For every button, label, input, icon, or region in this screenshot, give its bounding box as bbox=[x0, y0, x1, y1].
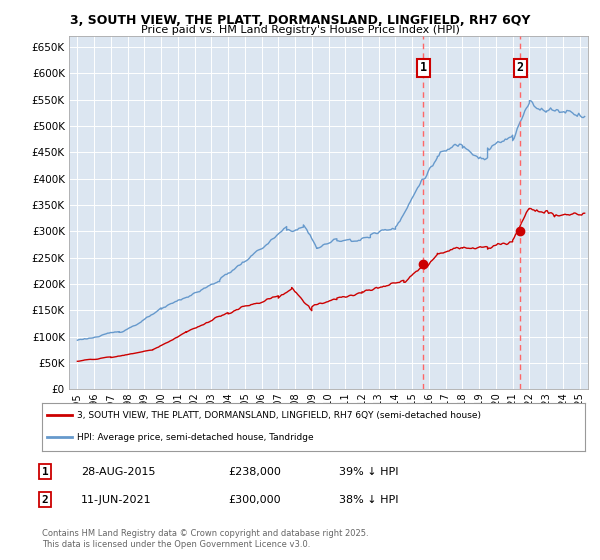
Text: HPI: Average price, semi-detached house, Tandridge: HPI: Average price, semi-detached house,… bbox=[77, 433, 314, 442]
Text: Contains HM Land Registry data © Crown copyright and database right 2025.
This d: Contains HM Land Registry data © Crown c… bbox=[42, 529, 368, 549]
Text: 39% ↓ HPI: 39% ↓ HPI bbox=[339, 466, 398, 477]
Text: 1: 1 bbox=[419, 62, 427, 74]
Text: 11-JUN-2021: 11-JUN-2021 bbox=[81, 494, 152, 505]
Text: £300,000: £300,000 bbox=[228, 494, 281, 505]
Text: 2: 2 bbox=[517, 62, 524, 74]
Text: 38% ↓ HPI: 38% ↓ HPI bbox=[339, 494, 398, 505]
Text: 1: 1 bbox=[41, 466, 49, 477]
Text: 28-AUG-2015: 28-AUG-2015 bbox=[81, 466, 155, 477]
Text: 3, SOUTH VIEW, THE PLATT, DORMANSLAND, LINGFIELD, RH7 6QY: 3, SOUTH VIEW, THE PLATT, DORMANSLAND, L… bbox=[70, 14, 530, 27]
Text: 3, SOUTH VIEW, THE PLATT, DORMANSLAND, LINGFIELD, RH7 6QY (semi-detached house): 3, SOUTH VIEW, THE PLATT, DORMANSLAND, L… bbox=[77, 410, 481, 419]
Text: Price paid vs. HM Land Registry's House Price Index (HPI): Price paid vs. HM Land Registry's House … bbox=[140, 25, 460, 35]
Text: £238,000: £238,000 bbox=[228, 466, 281, 477]
Text: 2: 2 bbox=[41, 494, 49, 505]
